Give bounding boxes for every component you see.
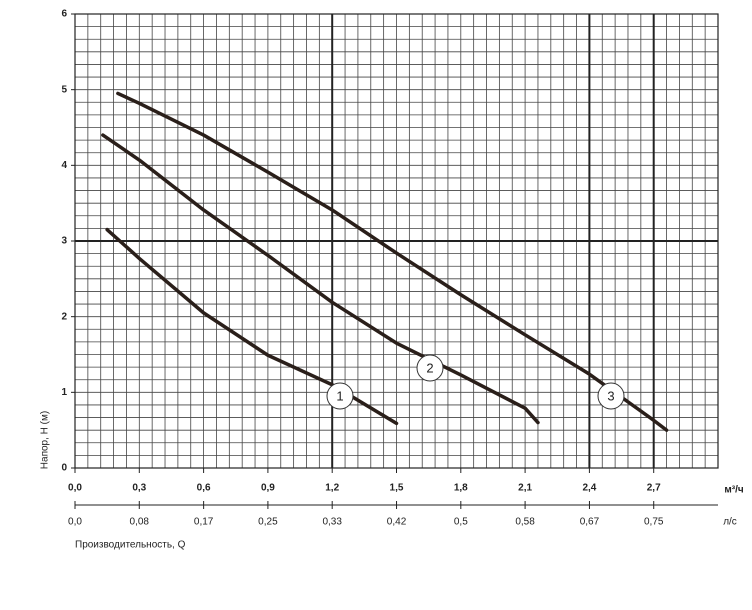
curve-label: 3: [607, 388, 614, 403]
x-tick-label: 0,6: [197, 483, 211, 494]
x2-tick-label: 0,67: [580, 517, 600, 528]
y-tick-label: 2: [61, 311, 67, 322]
y-tick-label: 4: [61, 160, 67, 171]
x2-tick-label: 0,5: [454, 517, 468, 528]
x-tick-label: 1,8: [454, 483, 468, 494]
x-tick-label: 0,3: [132, 483, 146, 494]
x2-tick-label: 0,25: [258, 517, 278, 528]
x2-tick-label: 0,08: [130, 517, 150, 528]
grid: [74, 13, 719, 469]
y-tick-label: 5: [61, 84, 67, 95]
y-axis-label: Напор, H (м): [40, 411, 51, 469]
x2-tick-label: 0,75: [644, 517, 664, 528]
x-tick-label: 1,5: [390, 483, 404, 494]
y-tick-label: 3: [61, 236, 67, 247]
x-tick-label: 0,9: [261, 483, 275, 494]
y-tick-label: 6: [61, 9, 67, 20]
x-unit: м³/ч: [724, 485, 744, 496]
curve-label-circle: [416, 354, 444, 382]
x-axis-label: Производительность, Q: [75, 540, 186, 551]
x2-tick-label: 0,0: [68, 517, 82, 528]
y-tick-label: 0: [61, 463, 67, 474]
curve-label: 1: [336, 388, 343, 403]
curve-label-circle: [597, 382, 625, 410]
x-tick-label: 1,2: [325, 483, 339, 494]
x2-tick-label: 0,33: [322, 517, 342, 528]
curve-label-circle: [326, 382, 354, 410]
x2-tick-label: 0,58: [515, 517, 535, 528]
x-tick-label: 2,4: [582, 483, 596, 494]
x-tick-label: 2,7: [647, 483, 661, 494]
x2-tick-label: 0,42: [387, 517, 407, 528]
x-tick-label: 2,1: [518, 483, 532, 494]
x-tick-label: 0,0: [68, 483, 82, 494]
x2-unit: л/с: [723, 517, 737, 528]
curve-label: 2: [426, 360, 433, 375]
curve: [101, 133, 540, 425]
y-tick-label: 1: [61, 387, 67, 398]
x2-tick-label: 0,17: [194, 517, 214, 528]
